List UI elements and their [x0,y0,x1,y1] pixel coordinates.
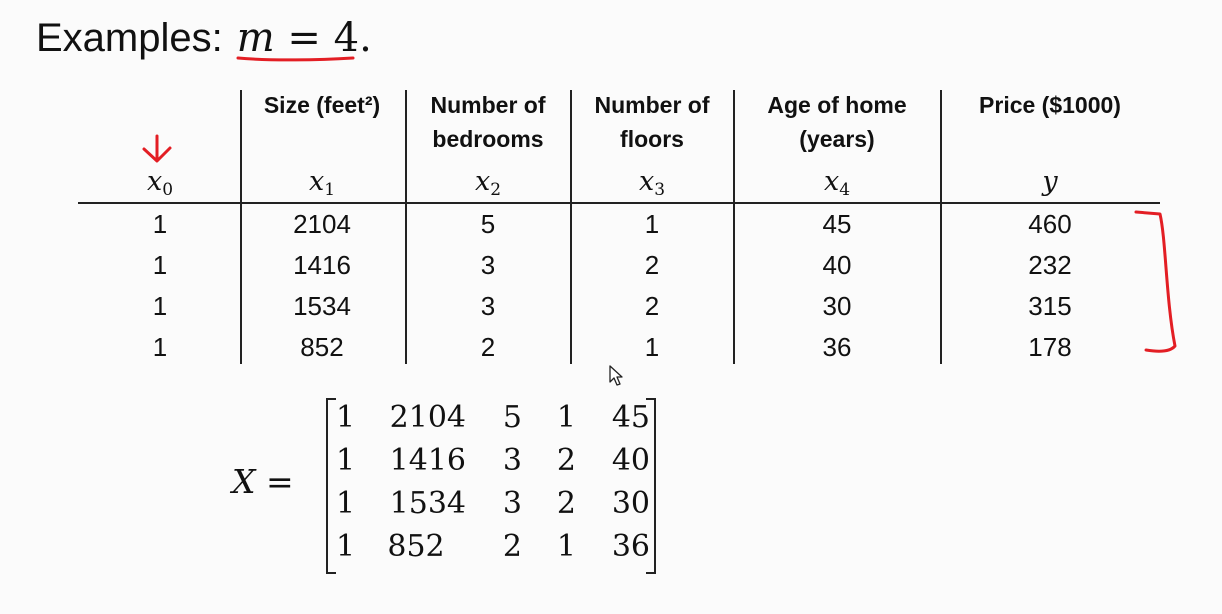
column-header: Number of bedrooms [430,92,546,152]
matrix-entry: 1 [556,529,576,564]
table-cell: 1 [152,209,168,239]
table-cell: 3 [480,250,496,280]
matrix-entry: 45 [611,400,650,435]
table-header-rule [78,202,1160,204]
matrix-entry: 2 [556,443,576,478]
matrix-entry: 30 [611,486,650,521]
table-cell: 30 [822,291,852,321]
table-divider [405,90,407,364]
table-cell: 1416 [293,250,351,280]
variable-symbol: x [638,166,655,197]
column-variable: y [945,166,1155,197]
matrix-name: X [232,462,256,501]
matrix-entry: 40 [611,443,650,478]
title-math-rest: = 4. [274,15,372,61]
column-variable: x3 [572,166,732,200]
variable-symbol: x [823,166,840,197]
table-cell: 1 [152,291,168,321]
variable-symbol: x [474,166,491,197]
table-cell: 460 [1028,209,1072,239]
title-math: m = 4. [237,15,372,61]
matrix-entry: 1 [556,400,576,435]
table-divider [733,90,735,364]
matrix-label: X = [232,462,294,501]
title-label: Examples: [36,16,223,60]
column-variable: x4 [737,166,937,200]
table-cell: 178 [1028,332,1072,362]
table-cell: 5 [480,209,496,239]
matrix-entry: 1416 [389,443,466,478]
variable-symbol: y [1042,166,1058,197]
table-cell: 1 [644,209,660,239]
table-divider [240,90,242,364]
column-header: Price ($1000) [979,92,1121,118]
table-divider [570,90,572,364]
table-cell: 2104 [293,209,351,239]
matrix-entry: 2 [502,529,522,564]
matrix-entry: 2 [556,486,576,521]
matrix-equals: = [255,462,294,501]
matrix-right-bracket [646,398,656,574]
table-cell: 1534 [293,291,351,321]
matrix-entry: 1534 [389,486,466,521]
table-cell: 232 [1028,250,1072,280]
table-cell: 40 [822,250,852,280]
matrix-entry: 1 [336,529,356,564]
table-cell: 852 [300,332,344,362]
matrix-entry: 3 [502,443,522,478]
table-cell: 45 [822,209,852,239]
table-cell: 2 [644,291,660,321]
matrix-entry: 36 [611,529,650,564]
variable-subscript: 1 [324,180,336,200]
table-cell: 1 [152,250,168,280]
red-down-arrow-icon [142,134,172,163]
column-variable: x1 [242,166,402,200]
table-cell: 3 [480,291,496,321]
column-variable: x2 [408,166,568,200]
column-header: Age of home (years) [767,92,907,152]
variable-symbol: x [146,166,163,197]
variable-subscript: 4 [839,180,851,200]
slide-title: Examples: m = 4. [36,14,372,62]
matrix-entry: 3 [502,486,522,521]
matrix-entry: 1 [336,443,356,478]
variable-symbol: x [308,166,325,197]
variable-subscript: 2 [490,180,502,200]
variable-subscript: 0 [162,180,174,200]
column-header: Number of floors [594,92,710,152]
column-variable: x0 [85,166,235,200]
matrix-entry: 1 [336,400,356,435]
design-matrix: X = 1 2104 5 1 45 1 1416 3 2 40 1 1534 3 2 30 1 852 2 1 36 [232,396,672,576]
matrix-left-bracket [326,398,336,574]
table-divider [940,90,942,364]
matrix-entry: 5 [502,400,522,435]
matrix-entry: 852 [387,529,445,564]
mouse-pointer-icon [609,365,623,386]
column-header: Size (feet²) [263,92,381,118]
table-cell: 1 [644,332,660,362]
matrix-entry: 2104 [389,400,466,435]
table-cell: 36 [822,332,852,362]
table-cell: 2 [644,250,660,280]
table-cell: 2 [480,332,496,362]
title-math-var: m [236,15,275,61]
table-cell: 1 [152,332,168,362]
table-cell: 315 [1028,291,1072,321]
variable-subscript: 3 [654,180,666,200]
matrix-entry: 1 [336,486,356,521]
